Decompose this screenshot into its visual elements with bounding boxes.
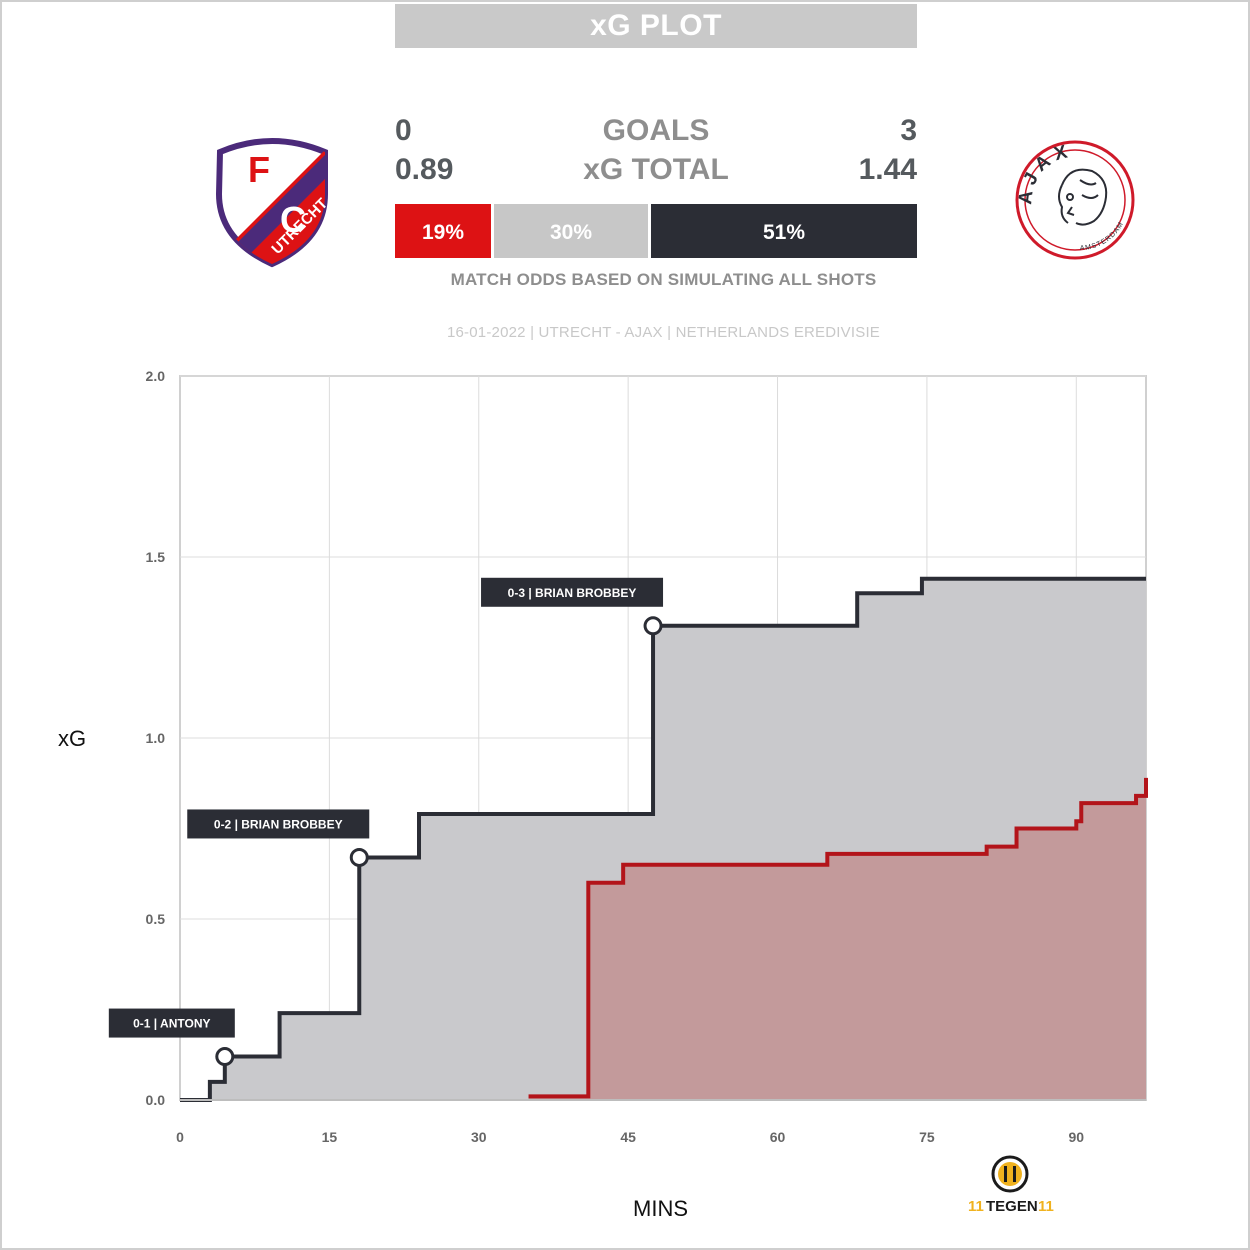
- goal-annotation-box: [481, 577, 664, 607]
- goals-label: GOALS: [602, 114, 710, 147]
- x-tick-label: 15: [322, 1129, 338, 1145]
- goal-annotation-label: 0-2 | BRIAN BROBBEY: [214, 817, 343, 831]
- x-tick-label: 45: [620, 1129, 636, 1145]
- logo-text-b: TEGEN: [986, 1198, 1038, 1215]
- logo-text-a: 11: [968, 1198, 984, 1215]
- home-goals: 0: [395, 114, 412, 147]
- home-xg-line: [528, 777, 1148, 1099]
- goal-annotation-label: 0-1 | ANTONY: [133, 1017, 210, 1031]
- crest-letter-c: C: [280, 199, 306, 240]
- fc-utrecht-crest-icon: F UTRECHT C: [215, 138, 331, 268]
- x-tick-label: 0: [176, 1129, 184, 1145]
- match-info: 16-01-2022 | UTRECHT - AJAX | NETHERLAND…: [446, 324, 881, 341]
- x-tick-label: 90: [1068, 1129, 1084, 1145]
- goal-annotation-label: 0-3 | BRIAN BROBBEY: [508, 586, 637, 600]
- y-tick-label: 0.5: [146, 911, 166, 927]
- logo-text-c: 11: [1038, 1198, 1054, 1215]
- odds-away-win: 51%: [651, 204, 917, 258]
- home-xg-area: [528, 777, 1146, 1100]
- y-tick-label: 1.5: [146, 549, 166, 565]
- odds-draw: 30%: [494, 204, 648, 258]
- odds-note: MATCH ODDS BASED ON SIMULATING ALL SHOTS: [450, 270, 877, 289]
- y-tick-label: 0.0: [146, 1092, 166, 1108]
- ajax-crest-icon: AJAX AMSTERDAM: [1015, 140, 1135, 260]
- away-xg-line: [180, 576, 1146, 1102]
- 11tegen11-logo-icon: 11 TEGEN 11: [968, 1155, 1054, 1215]
- x-tick-label: 75: [919, 1129, 935, 1145]
- xg-total-label: xG TOTAL: [583, 153, 729, 186]
- away-xg-total: 1.44: [858, 153, 917, 186]
- y-tick-label: 2.0: [146, 368, 166, 384]
- x-axis-title: MINS: [633, 1196, 688, 1221]
- goal-marker: [215, 1047, 235, 1067]
- goals-row: 0 GOALS 3: [395, 114, 917, 150]
- away-goals: 3: [900, 114, 917, 147]
- goal-marker: [643, 616, 663, 636]
- page-title: xG PLOT: [395, 4, 917, 48]
- goal-marker: [349, 847, 369, 867]
- goal-annotation-box: [108, 1008, 235, 1038]
- home-xg-total: 0.89: [395, 153, 454, 186]
- goal-annotation-box: [187, 809, 370, 839]
- x-tick-label: 30: [471, 1129, 487, 1145]
- odds-home-win: 19%: [395, 204, 491, 258]
- y-tick-label: 1.0: [146, 730, 166, 746]
- ajax-head-icon: [1058, 168, 1108, 226]
- crest-letter-f: F: [248, 149, 270, 190]
- x-tick-label: 60: [770, 1129, 786, 1145]
- xg-total-row: 0.89 xG TOTAL 1.44: [395, 153, 917, 189]
- y-axis-title: xG: [58, 726, 87, 751]
